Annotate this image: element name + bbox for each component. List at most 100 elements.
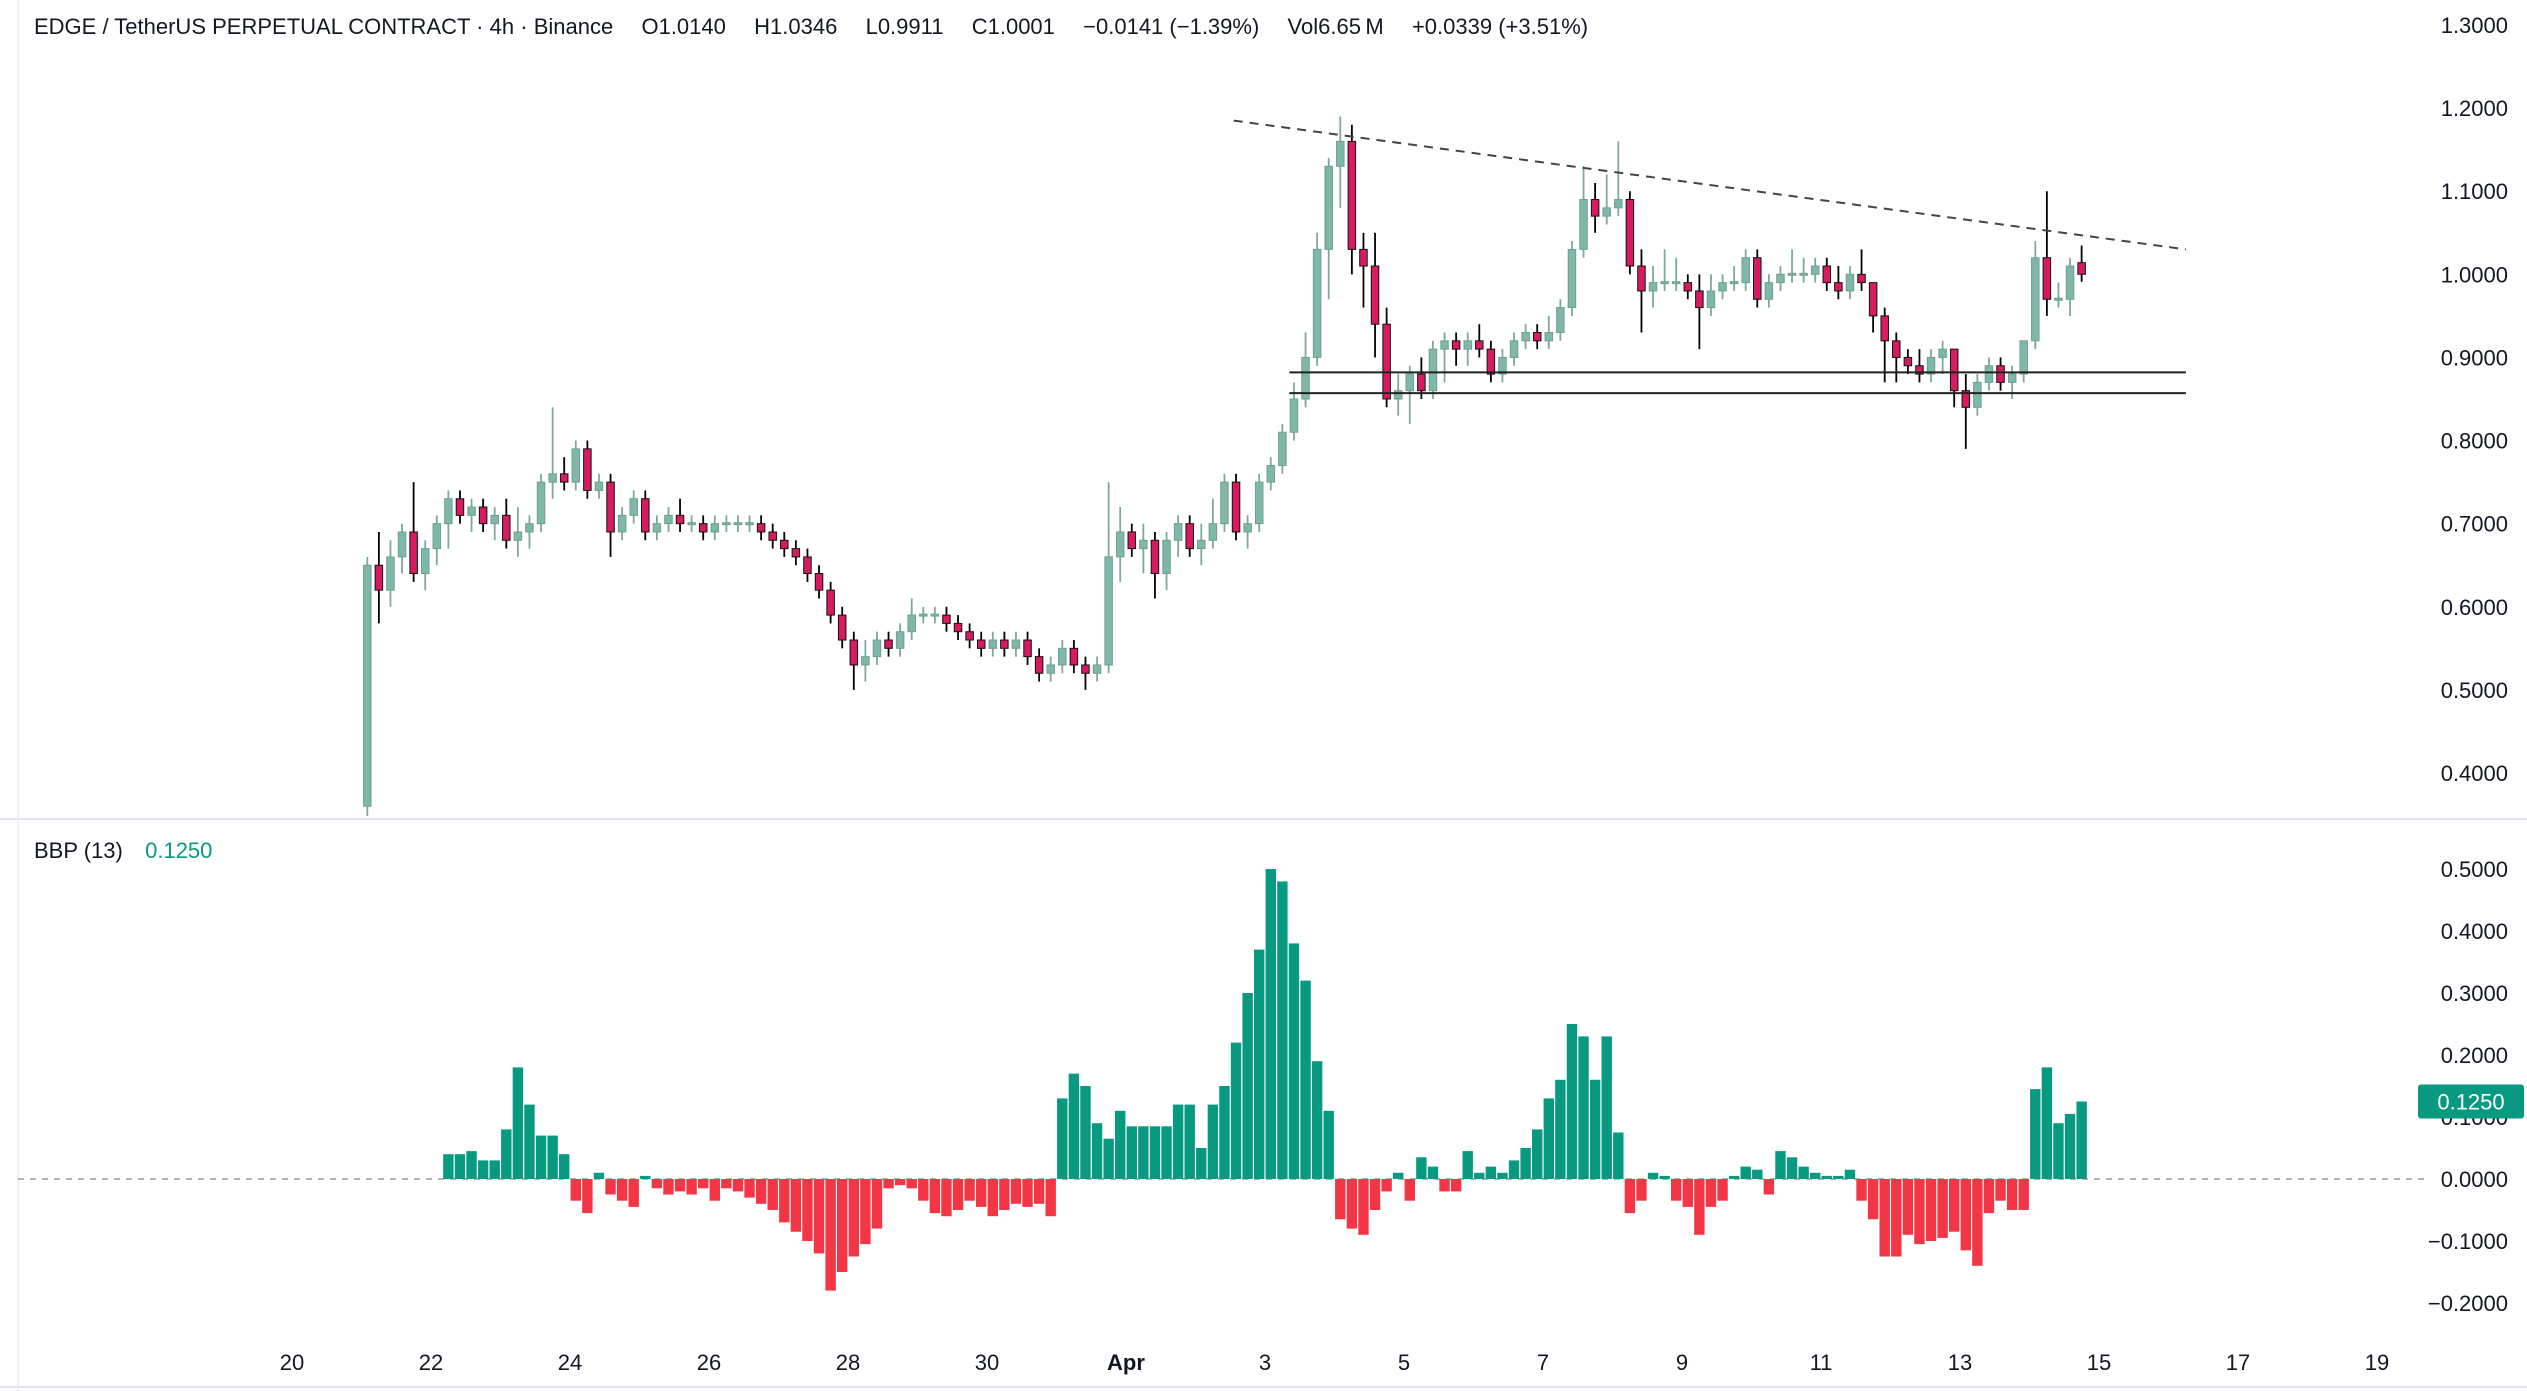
candle-up[interactable] <box>1926 349 1936 383</box>
candle-up[interactable] <box>1799 257 1808 283</box>
candle-up[interactable] <box>1115 507 1125 582</box>
candle-down[interactable] <box>1949 348 1959 408</box>
candle-down[interactable] <box>1150 531 1160 599</box>
candle-up[interactable] <box>1845 266 1855 300</box>
candle-up[interactable] <box>1660 249 1669 291</box>
candle-up[interactable] <box>1718 274 1727 300</box>
candle-down[interactable] <box>780 531 789 557</box>
candle-down[interactable] <box>1382 307 1391 408</box>
candle-down[interactable] <box>1069 640 1079 674</box>
candle-up[interactable] <box>1266 457 1276 491</box>
descending-trendline[interactable] <box>1233 119 2187 251</box>
candle-up[interactable] <box>664 507 673 532</box>
candle-up[interactable] <box>1220 473 1229 532</box>
candle-up[interactable] <box>930 606 940 624</box>
candle-down[interactable] <box>2077 245 2086 282</box>
candle-down[interactable] <box>837 606 847 649</box>
candle-down[interactable] <box>478 498 488 532</box>
candle-down[interactable] <box>455 490 465 524</box>
candle-down[interactable] <box>1023 631 1032 665</box>
candle-up[interactable] <box>1243 515 1252 549</box>
candle-up[interactable] <box>1428 340 1438 399</box>
candle-up[interactable] <box>1556 299 1565 341</box>
candle-up[interactable] <box>1405 365 1415 424</box>
candle-down[interactable] <box>1996 357 2005 391</box>
candle-down[interactable] <box>1486 340 1496 383</box>
price-axis[interactable]: 1.3000 1.2000 1.1000 1.0000 0.9000 0.8000 0.70… <box>2441 13 2508 786</box>
candle-up[interactable] <box>467 498 476 532</box>
candle-down[interactable] <box>1753 249 1762 308</box>
candle-down[interactable] <box>374 531 384 624</box>
candle-up[interactable] <box>687 515 696 532</box>
candle-up[interactable] <box>1764 274 1774 308</box>
candle-up[interactable] <box>2019 340 2028 383</box>
symbol-interval[interactable]: 4h <box>489 14 515 39</box>
candle-down[interactable] <box>502 498 511 549</box>
candle-down[interactable] <box>2042 191 2052 316</box>
candle-up[interactable] <box>1973 374 1982 416</box>
candle-down[interactable] <box>1034 648 1044 682</box>
candle-up[interactable] <box>1787 249 1797 283</box>
candle-up[interactable] <box>722 515 731 532</box>
candle-down[interactable] <box>606 473 615 557</box>
candle-up[interactable] <box>1336 116 1345 208</box>
candle-up[interactable] <box>895 623 905 657</box>
bbp-pane[interactable] <box>18 869 2425 1291</box>
candle-down[interactable] <box>1081 656 1090 690</box>
candle-down[interactable] <box>849 631 859 690</box>
candle-down[interactable] <box>953 615 963 641</box>
candle-down[interactable] <box>1590 182 1600 233</box>
candle-down[interactable] <box>698 515 708 541</box>
candle-up[interactable] <box>1602 174 1611 225</box>
candle-up[interactable] <box>1011 631 1021 657</box>
candle-up[interactable] <box>1984 357 1994 391</box>
symbol-pair[interactable]: EDGE / TetherUS PERPETUAL CONTRACT <box>34 14 471 39</box>
candle-up[interactable] <box>710 515 720 541</box>
candle-up[interactable] <box>1509 332 1519 366</box>
candle-down[interactable] <box>1185 515 1194 557</box>
candle-up[interactable] <box>525 515 534 549</box>
candle-up[interactable] <box>1567 241 1577 316</box>
candle-up[interactable] <box>1938 340 1947 375</box>
candle-up[interactable] <box>1092 656 1102 682</box>
candle-down[interactable] <box>1822 257 1832 291</box>
candle-down[interactable] <box>1370 232 1380 358</box>
candle-up[interactable] <box>1278 423 1287 474</box>
candle-down[interactable] <box>1000 631 1009 657</box>
candle-up[interactable] <box>1648 266 1658 308</box>
candle-up[interactable] <box>629 490 638 524</box>
candle-down[interactable] <box>1857 249 1866 291</box>
candle-up[interactable] <box>1579 166 1588 258</box>
candle-up[interactable] <box>1208 498 1218 549</box>
indicator-header[interactable]: BBP (13) 0.1250 <box>34 838 212 864</box>
candle-up[interactable] <box>2031 241 2040 350</box>
candle-up[interactable] <box>733 515 743 532</box>
candle-down[interactable] <box>1903 349 1913 375</box>
bbp-axis[interactable]: 0.50000.40000.30000.20000.10000.0000−0.1… <box>2418 857 2524 1316</box>
candle-up[interactable] <box>1393 374 1403 416</box>
candle-down[interactable] <box>1347 124 1357 275</box>
candle-down[interactable] <box>1961 374 1971 449</box>
candle-up[interactable] <box>1197 523 1206 566</box>
candle-down[interactable] <box>1475 324 1484 358</box>
candle-up[interactable] <box>1289 382 1299 441</box>
candle-down[interactable] <box>559 457 569 491</box>
candle-down[interactable] <box>641 490 650 541</box>
candle-up[interactable] <box>988 631 998 657</box>
candle-up[interactable] <box>1614 141 1623 217</box>
candle-up[interactable] <box>363 556 372 816</box>
candle-up[interactable] <box>1810 257 1820 283</box>
candle-up[interactable] <box>1173 515 1183 557</box>
candle-down[interactable] <box>768 523 777 549</box>
candle-down[interactable] <box>942 606 951 632</box>
candle-up[interactable] <box>1544 315 1554 350</box>
candle-down[interactable] <box>1915 349 1924 383</box>
candle-up[interactable] <box>386 540 395 607</box>
candle-up[interactable] <box>594 473 604 499</box>
indicator-name[interactable]: BBP (13) <box>34 838 123 863</box>
candle-up[interactable] <box>1776 266 1785 291</box>
candle-down[interactable] <box>814 565 824 599</box>
candle-down[interactable] <box>1695 274 1704 350</box>
candle-up[interactable] <box>2065 257 2075 316</box>
candle-down[interactable] <box>976 631 986 657</box>
